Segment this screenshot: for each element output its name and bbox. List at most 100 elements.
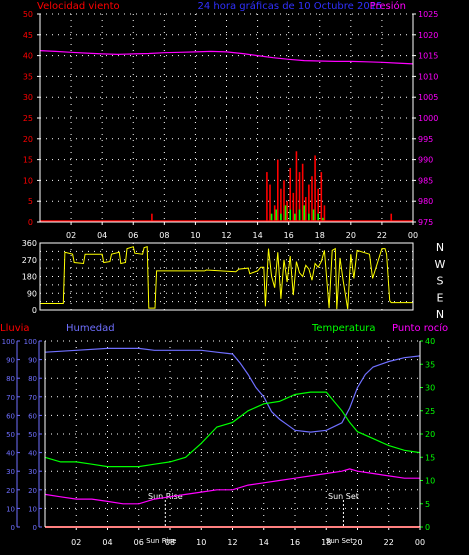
direction-tick-label: 180: [22, 273, 37, 282]
temp-humidity-panel: Lluvia Humedad Temperatura Punto rocío 0 10 20…: [0, 322, 448, 547]
temperature-tick-label: 5: [425, 500, 430, 509]
sun-marker-label: Sun Rise: [148, 492, 183, 501]
right-tick-label: 975: [418, 218, 433, 227]
x-tick-label: 12: [227, 538, 237, 547]
compass-label: W: [435, 258, 446, 271]
temperature-tick-label: 20: [425, 430, 435, 439]
rain-tick-label: 100: [2, 338, 15, 346]
right-tick-label: 980: [418, 197, 433, 206]
temperature-tick-label: 15: [425, 453, 435, 462]
x-tick-label: 08: [159, 231, 169, 240]
left-tick-label: 50: [23, 10, 33, 19]
rain-tick-label: 0: [11, 524, 15, 532]
x-tick-label: 00: [415, 538, 425, 547]
humidity-tick-label: 50: [28, 431, 37, 439]
right-tick-label: 995: [418, 135, 433, 144]
humidity-tick-label: 60: [28, 412, 37, 420]
direction-line: [40, 246, 413, 310]
rain-tick-label: 90: [6, 357, 15, 365]
humidity-tick-label: 0: [33, 524, 37, 532]
sun-marker-bottom-label: Sun Rise: [146, 537, 176, 545]
rain-tick-label: 70: [6, 394, 15, 402]
temperature-tick-label: 40: [425, 337, 435, 346]
dew-point-axis-title: Punto rocío: [392, 322, 448, 334]
humidity-tick-label: 80: [28, 375, 37, 383]
direction-tick-label: 360: [22, 239, 37, 248]
x-tick-label: 06: [128, 231, 138, 240]
left-tick-label: 20: [23, 135, 33, 144]
x-tick-label: 10: [190, 231, 200, 240]
x-tick-label: 10: [196, 538, 206, 547]
temperature-axis-title: Temperatura: [311, 323, 376, 334]
right-tick-label: 1025: [418, 10, 438, 19]
compass-label: S: [437, 275, 444, 288]
x-tick-label: 08: [165, 538, 175, 547]
humidity-tick-label: 10: [28, 505, 37, 513]
humidity-tick-label: 40: [28, 450, 37, 458]
left-tick-label: 35: [23, 72, 33, 81]
right-tick-label: 1015: [418, 52, 438, 61]
rain-tick-label: 30: [6, 468, 15, 476]
wind-pressure-panel: 0510152025303540455097598098599099510001…: [23, 10, 439, 240]
rain-tick-label: 10: [6, 505, 15, 513]
left-tick-label: 15: [23, 156, 33, 165]
left-title: Velocidad viento: [37, 1, 120, 12]
temperature-line: [44, 391, 421, 468]
direction-tick-label: 270: [22, 256, 37, 265]
x-tick-label: 22: [377, 231, 387, 240]
left-tick-label: 10: [23, 176, 33, 185]
compass-label: N: [436, 241, 444, 254]
x-tick-label: 04: [102, 538, 112, 547]
x-tick-label: 00: [408, 231, 418, 240]
x-tick-label: 06: [134, 538, 144, 547]
left-tick-label: 0: [28, 218, 33, 227]
left-tick-label: 45: [23, 31, 33, 40]
x-tick-label: 20: [352, 538, 362, 547]
humidity-line: [44, 347, 421, 433]
compass-label: N: [436, 308, 444, 321]
x-tick-label: 02: [66, 231, 76, 240]
rain-tick-label: 60: [6, 412, 15, 420]
x-tick-label: 20: [346, 231, 356, 240]
temperature-tick-label: 25: [425, 407, 435, 416]
x-tick-label: 14: [252, 231, 262, 240]
left-tick-label: 30: [23, 93, 33, 102]
temperature-tick-label: 0: [425, 523, 430, 532]
center-title: 24 hora gráficas de 10 Octubre 2015: [198, 0, 383, 12]
right-tick-label: 985: [418, 176, 433, 185]
right-tick-label: 1005: [418, 93, 438, 102]
temperature-tick-label: 30: [425, 384, 435, 393]
x-tick-label: 16: [284, 231, 294, 240]
x-tick-label: 16: [290, 538, 300, 547]
humidity-axis-title: Humedad: [66, 323, 115, 334]
humidity-tick-label: 70: [28, 394, 37, 402]
compass-label: E: [437, 291, 444, 304]
temperature-tick-label: 10: [425, 477, 435, 486]
rain-axis-title: Lluvia: [0, 323, 30, 334]
humidity-tick-label: 30: [28, 468, 37, 476]
right-tick-label: 1020: [418, 31, 438, 40]
pressure-line: [39, 50, 414, 65]
x-tick-label: 04: [97, 231, 107, 240]
x-tick-label: 14: [259, 538, 269, 547]
x-tick-label: 22: [384, 538, 394, 547]
temperature-tick-label: 35: [425, 360, 435, 369]
direction-frame: [39, 242, 414, 311]
rain-tick-label: 40: [6, 450, 15, 458]
x-tick-label: 12: [221, 231, 231, 240]
sun-marker-bottom-label: Sun Set: [326, 537, 353, 545]
direction-tick-label: 0: [32, 306, 37, 315]
humidity-tick-label: 100: [24, 338, 37, 346]
rain-tick-label: 20: [6, 487, 15, 495]
right-tick-label: 1010: [418, 72, 438, 81]
x-tick-label: 18: [315, 231, 325, 240]
humidity-tick-label: 20: [28, 487, 37, 495]
right-tick-label: 1000: [418, 114, 438, 123]
dew-point-line: [44, 468, 420, 505]
x-tick-label: 18: [321, 538, 331, 547]
rain-tick-label: 80: [6, 375, 15, 383]
humidity-tick-label: 90: [28, 357, 37, 365]
